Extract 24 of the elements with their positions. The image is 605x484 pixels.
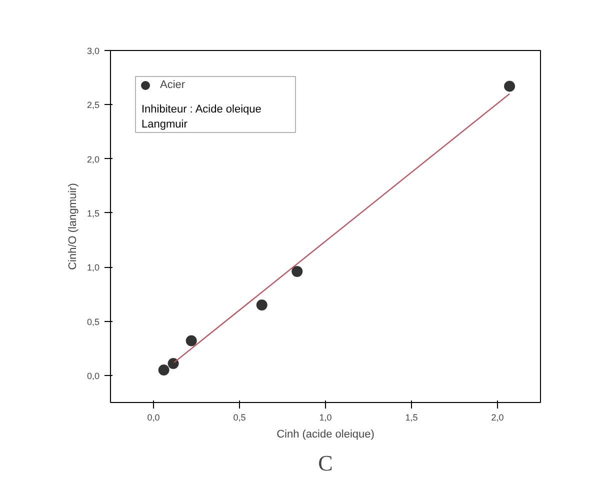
y-axis-title: Cinh/O (langmuir) [66,183,79,270]
text: C [318,450,333,476]
point [292,266,303,277]
y-tick-label: 1,5 [86,208,100,218]
x-tick-label: 0,5 [233,412,246,422]
point [158,364,170,376]
x-tick-label: 2,0 [491,412,504,422]
x-tick-label: 0,0 [147,412,160,422]
legend-label: Acier [160,79,186,91]
annotation: Inhibiteur : Acide oleique [142,104,262,116]
y-tick-label: 2,0 [86,154,100,164]
x-tick-label: 1,0 [319,412,332,422]
x-axis-title: Cinh (acide oleique) [276,428,374,440]
annotation: Langmuir [142,118,188,130]
x-tick-label: 1,5 [405,412,418,422]
point [504,80,516,92]
y-tick-label: 2,5 [86,100,100,110]
y-tick-label: 3,0 [86,46,100,56]
point [256,300,268,311]
y-tick-label: 0,0 [86,370,100,381]
y-tick-label: 0,5 [86,316,100,327]
point [186,335,197,346]
point [168,358,179,369]
y-tick-label: 1,0 [86,262,100,273]
